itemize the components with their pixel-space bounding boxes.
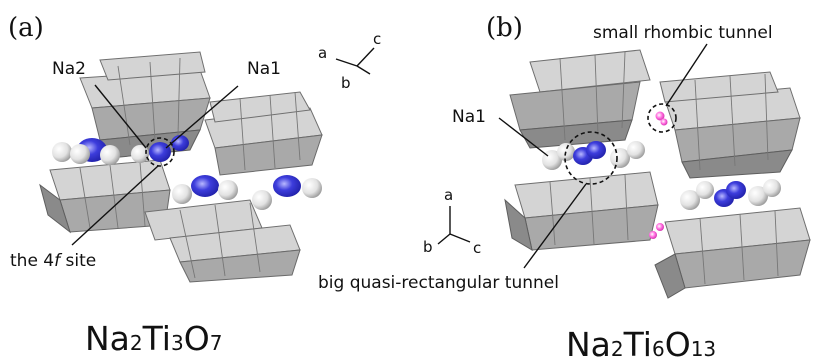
na2-leader — [94, 84, 147, 149]
na-sphere — [100, 145, 120, 165]
na-sphere — [218, 180, 238, 200]
big-tunnel-circle — [564, 131, 618, 185]
small-tunnel-sites — [649, 111, 668, 239]
na2-label: Na2 — [52, 59, 86, 79]
axis-b-label: b — [341, 74, 351, 92]
na-density — [586, 141, 606, 159]
panel-b-tag: (b) — [486, 13, 523, 43]
site-leader — [71, 165, 159, 246]
na-sphere — [172, 184, 192, 204]
big-tunnel-label: big quasi-rectangular tunnel — [318, 273, 559, 293]
big-tunnel-leader — [523, 183, 587, 269]
small-tunnel-site — [655, 111, 665, 121]
na-sphere — [610, 148, 630, 168]
na-row-b2 — [680, 179, 781, 210]
axis-a-label-b: a — [444, 186, 453, 204]
small-tunnel-label: small rhombic tunnel — [593, 23, 773, 43]
na-density — [149, 142, 171, 162]
octahedra-block-a4 — [144, 199, 301, 283]
na-density — [191, 175, 219, 197]
na-row-a2 — [172, 175, 322, 210]
na1-label-b: Na1 — [452, 107, 486, 127]
small-tunnel-site — [660, 118, 668, 126]
octahedra-block-b2 — [659, 71, 801, 179]
axis-c-label-b: c — [473, 239, 481, 257]
na-density — [726, 181, 746, 199]
na-row-a1 — [52, 135, 189, 165]
na-sphere — [131, 145, 149, 163]
na-sphere — [748, 186, 768, 206]
na1-leader-b — [498, 117, 549, 157]
octahedra-block-a3 — [39, 159, 171, 234]
na1-label: Na1 — [247, 59, 281, 79]
octahedra-block-b3 — [504, 171, 659, 252]
site-4f-circle — [145, 137, 175, 167]
axis-c-label: c — [373, 30, 381, 48]
na-sphere — [252, 190, 272, 210]
panel-b: (b) — [318, 13, 811, 359]
na-sphere — [70, 144, 90, 164]
na-row-b1 — [542, 141, 645, 170]
formula-b: Na2Ti6O13 — [566, 325, 716, 359]
octahedra-block-b1 — [509, 49, 651, 149]
site-label: the 4f site — [10, 251, 96, 271]
na-sphere — [302, 178, 322, 198]
axis-b-label-b: b — [423, 238, 433, 256]
small-tunnel-circle — [647, 103, 677, 133]
axes-b: a b c — [423, 186, 481, 257]
na1-leader — [165, 85, 239, 149]
na-sphere — [627, 141, 645, 159]
axis-a-label: a — [318, 44, 327, 62]
na-sphere — [680, 190, 700, 210]
small-tunnel-site — [656, 223, 664, 231]
octahedra-block-b4 — [654, 207, 811, 299]
panel-a-tag: (a) — [8, 13, 44, 43]
octahedra-block-a2 — [204, 91, 323, 176]
small-tunnel-site — [649, 231, 657, 239]
small-tunnel-leader — [665, 43, 708, 107]
na-sphere — [52, 142, 72, 162]
formula-a: Na2Ti3O7 — [85, 319, 222, 358]
axes-a: a b c — [318, 30, 381, 92]
panel-a: (a) — [8, 13, 381, 358]
na-sphere — [696, 181, 714, 199]
na-sphere — [763, 179, 781, 197]
na-density — [273, 175, 301, 197]
na-density — [171, 135, 189, 151]
